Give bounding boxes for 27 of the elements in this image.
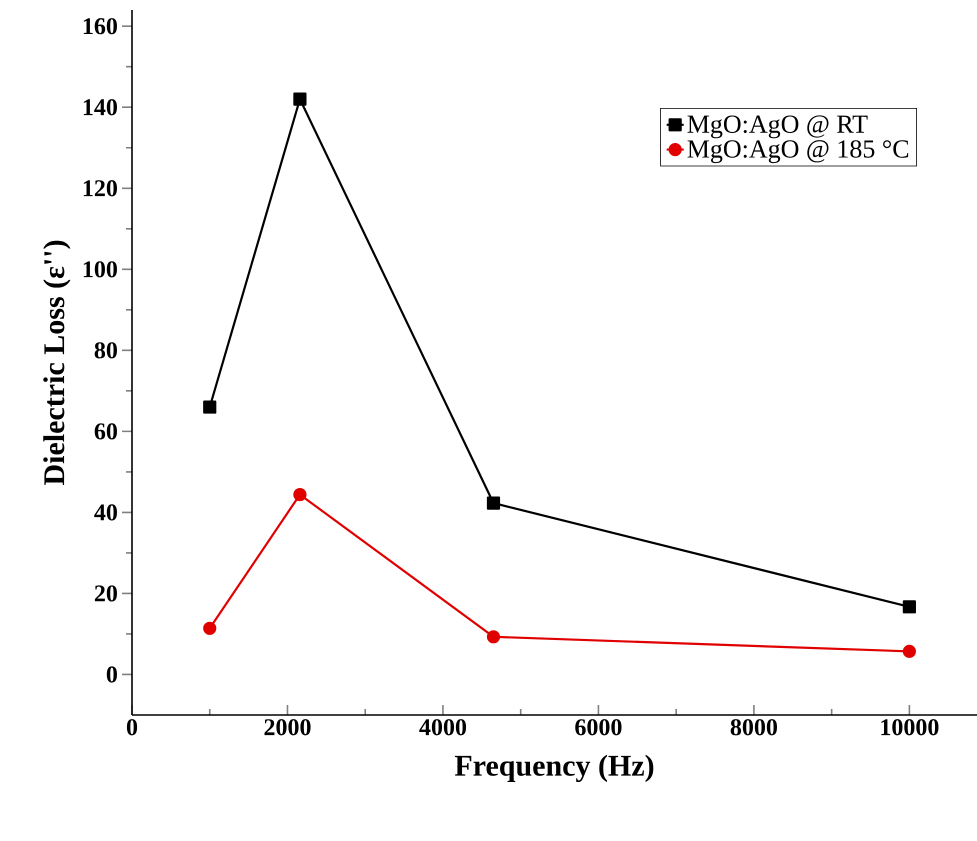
y-tick-label: 40 — [94, 504, 117, 521]
point — [203, 400, 216, 414]
point — [486, 630, 500, 644]
x-tick-label: 4000 — [419, 719, 466, 736]
x-tick-label: 8000 — [730, 719, 777, 736]
y-tick-label: 20 — [94, 585, 117, 602]
point — [486, 496, 500, 510]
y-tick-label: 80 — [94, 342, 117, 358]
point — [293, 488, 307, 502]
x-tick-label: 2000 — [264, 719, 311, 736]
legend-label: MgO:AgO @ 185 °C — [688, 140, 908, 164]
legend-label: MgO:AgO @ RT — [688, 115, 868, 138]
y-tick-label: 160 — [84, 18, 117, 34]
y-tick-label: 60 — [94, 423, 117, 440]
y-tick-label: 120 — [84, 180, 117, 196]
point — [902, 600, 916, 614]
x-tick-label: 10000 — [881, 719, 938, 736]
point — [203, 622, 216, 635]
y-tick-label: 140 — [84, 99, 117, 116]
point — [293, 92, 307, 106]
y-tick-label: 100 — [84, 261, 117, 278]
y-tick-label: 0 — [106, 666, 117, 683]
x-tick-label: 6000 — [575, 719, 622, 736]
point — [902, 644, 916, 658]
x-axis-title: Frequency (Hz) — [454, 754, 654, 782]
x-tick-label: 0 — [126, 719, 138, 736]
y-axis-title: Dielectric Loss (ε'') — [43, 240, 70, 485]
